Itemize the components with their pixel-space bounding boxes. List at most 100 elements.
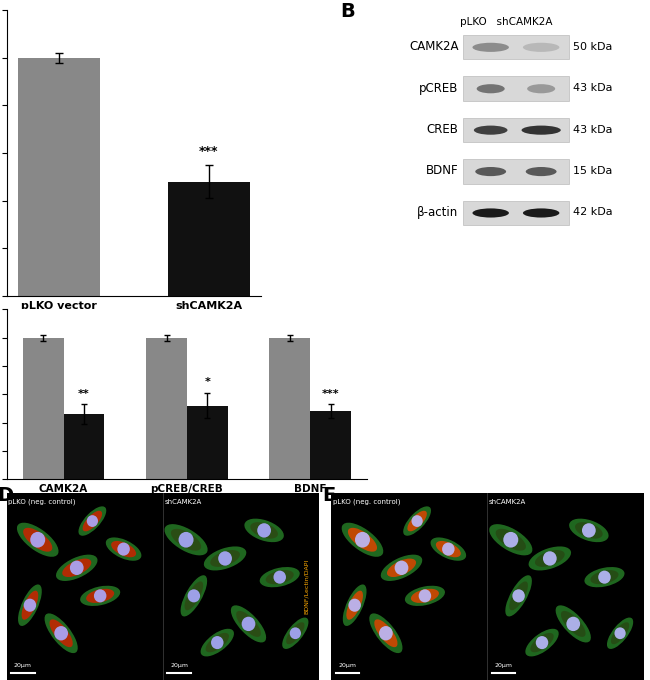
Ellipse shape bbox=[527, 84, 555, 93]
Text: *: * bbox=[204, 377, 210, 388]
Text: E: E bbox=[322, 486, 335, 505]
FancyBboxPatch shape bbox=[463, 201, 569, 225]
FancyBboxPatch shape bbox=[463, 76, 569, 101]
Ellipse shape bbox=[569, 519, 608, 542]
Ellipse shape bbox=[171, 529, 201, 551]
Ellipse shape bbox=[86, 515, 98, 527]
Bar bbox=[187, 406, 228, 479]
Legend: pLKO, shCAMK2A: pLKO, shCAMK2A bbox=[110, 510, 264, 528]
Ellipse shape bbox=[381, 555, 422, 581]
Ellipse shape bbox=[286, 622, 304, 644]
Bar bbox=[64, 414, 104, 479]
Ellipse shape bbox=[411, 515, 422, 527]
Ellipse shape bbox=[442, 543, 454, 556]
Ellipse shape bbox=[408, 511, 427, 531]
Ellipse shape bbox=[521, 126, 561, 135]
Ellipse shape bbox=[598, 571, 611, 583]
Ellipse shape bbox=[346, 591, 363, 619]
Ellipse shape bbox=[55, 626, 68, 641]
Ellipse shape bbox=[561, 611, 586, 637]
Bar bbox=[146, 338, 187, 479]
Ellipse shape bbox=[348, 598, 361, 612]
Text: pLKO (neg. control): pLKO (neg. control) bbox=[333, 498, 400, 505]
Text: BDNF: BDNF bbox=[426, 165, 458, 177]
Ellipse shape bbox=[348, 528, 377, 551]
Text: D: D bbox=[0, 486, 13, 505]
Text: shCAMK2A: shCAMK2A bbox=[164, 498, 202, 505]
Ellipse shape bbox=[474, 126, 508, 135]
Ellipse shape bbox=[528, 547, 571, 571]
Ellipse shape bbox=[611, 622, 629, 644]
Ellipse shape bbox=[179, 532, 194, 547]
Ellipse shape bbox=[188, 590, 200, 602]
Ellipse shape bbox=[201, 629, 234, 656]
Ellipse shape bbox=[369, 613, 402, 653]
Ellipse shape bbox=[607, 617, 633, 649]
Ellipse shape bbox=[475, 167, 506, 176]
Ellipse shape bbox=[79, 507, 107, 536]
Ellipse shape bbox=[503, 532, 518, 547]
Text: 20μm: 20μm bbox=[339, 663, 357, 668]
Ellipse shape bbox=[556, 605, 591, 643]
Ellipse shape bbox=[218, 551, 232, 566]
Ellipse shape bbox=[436, 541, 461, 558]
Ellipse shape bbox=[543, 551, 556, 566]
Ellipse shape bbox=[523, 208, 560, 218]
Text: 20μm: 20μm bbox=[170, 663, 188, 668]
Ellipse shape bbox=[530, 633, 554, 652]
Ellipse shape bbox=[21, 591, 38, 619]
Text: 50 kDa: 50 kDa bbox=[573, 41, 613, 52]
Bar bbox=[270, 338, 310, 479]
Bar bbox=[168, 182, 250, 296]
Ellipse shape bbox=[566, 617, 580, 631]
Ellipse shape bbox=[614, 628, 626, 639]
Ellipse shape bbox=[236, 611, 261, 637]
Bar bbox=[18, 58, 100, 296]
Ellipse shape bbox=[257, 523, 271, 538]
Text: ***: *** bbox=[199, 145, 218, 158]
Text: ***: *** bbox=[322, 389, 339, 398]
Ellipse shape bbox=[512, 590, 525, 602]
Ellipse shape bbox=[355, 532, 370, 547]
Bar bbox=[310, 411, 351, 479]
Ellipse shape bbox=[94, 590, 107, 602]
Ellipse shape bbox=[231, 605, 266, 643]
Text: pCREB: pCREB bbox=[419, 82, 458, 95]
Text: 43 kDa: 43 kDa bbox=[573, 124, 613, 135]
Ellipse shape bbox=[86, 589, 114, 603]
Ellipse shape bbox=[250, 522, 278, 539]
Ellipse shape bbox=[205, 633, 229, 652]
Ellipse shape bbox=[535, 550, 565, 567]
Ellipse shape bbox=[242, 617, 255, 631]
Ellipse shape bbox=[164, 524, 207, 556]
Ellipse shape bbox=[83, 511, 102, 531]
Ellipse shape bbox=[45, 613, 78, 653]
Text: β-actin: β-actin bbox=[417, 206, 458, 219]
Text: BDNF/Lectin/DAPI: BDNF/Lectin/DAPI bbox=[304, 559, 309, 614]
Ellipse shape bbox=[185, 581, 203, 610]
Ellipse shape bbox=[282, 617, 309, 649]
Ellipse shape bbox=[536, 636, 548, 649]
Ellipse shape bbox=[430, 537, 466, 561]
Ellipse shape bbox=[584, 567, 625, 588]
Text: CAMK2A: CAMK2A bbox=[409, 40, 458, 53]
FancyBboxPatch shape bbox=[463, 118, 569, 142]
Ellipse shape bbox=[582, 523, 595, 538]
FancyBboxPatch shape bbox=[463, 35, 569, 59]
Ellipse shape bbox=[260, 567, 300, 588]
Ellipse shape bbox=[18, 584, 42, 626]
Text: 43 kDa: 43 kDa bbox=[573, 83, 613, 93]
Ellipse shape bbox=[181, 575, 207, 617]
Ellipse shape bbox=[510, 581, 528, 610]
Ellipse shape bbox=[23, 598, 36, 612]
Text: **: ** bbox=[78, 389, 90, 398]
Ellipse shape bbox=[118, 543, 130, 556]
Ellipse shape bbox=[526, 167, 556, 176]
Ellipse shape bbox=[419, 590, 431, 602]
Ellipse shape bbox=[473, 43, 509, 52]
Ellipse shape bbox=[343, 584, 367, 626]
Text: CREB: CREB bbox=[426, 123, 458, 136]
Ellipse shape bbox=[395, 560, 408, 575]
Ellipse shape bbox=[575, 522, 603, 539]
Text: 42 kDa: 42 kDa bbox=[573, 207, 613, 218]
